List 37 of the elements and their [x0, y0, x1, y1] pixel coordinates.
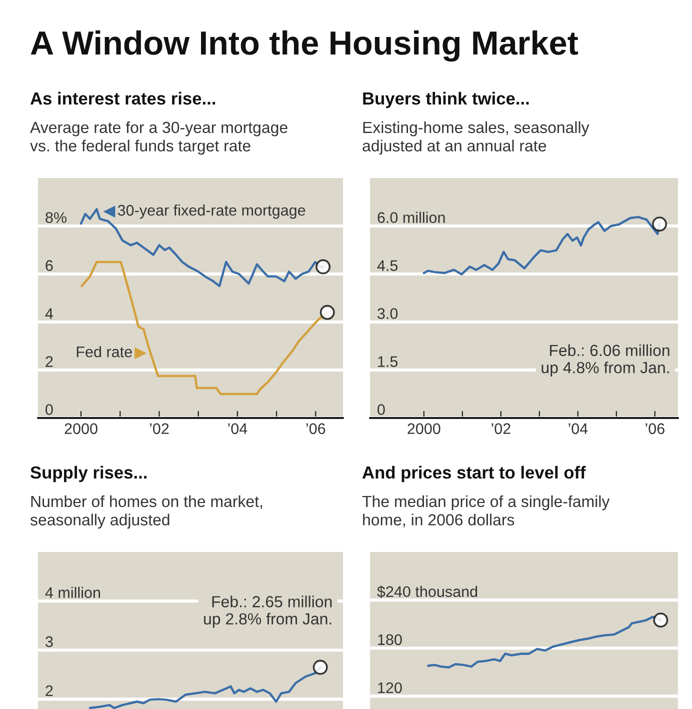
y-tick-label: 4 [45, 308, 53, 319]
x-tick-label: ’06 [646, 423, 664, 434]
y-tick-label: 120 [378, 682, 402, 694]
x-tick-label: ’04 [228, 423, 248, 434]
y-tick-label: 6 [46, 260, 53, 271]
x-tick-label: 2000 [408, 423, 440, 434]
text: A Window Into the Housing Market [30, 30, 578, 62]
chart-subtitle: The median price of a single-family home, in 2006 dollars [362, 495, 610, 528]
x-tick-label: ’04 [568, 423, 588, 434]
chart-title: Buyers think twice... [363, 92, 529, 108]
x-tick-label: ’02 [150, 423, 169, 434]
y-tick-label: 0 [378, 404, 385, 415]
chart-title: Supply rises... [30, 466, 147, 482]
y-tick-label: 2 [46, 685, 53, 696]
y-tick-label: 180 [378, 634, 402, 646]
y-tick-label: 3 [46, 636, 53, 648]
legend-label: 30-year fixed-rate mortgage [118, 204, 306, 219]
y-tick-label: 3.0 [378, 308, 398, 319]
y-tick-label: 1.5 [378, 356, 398, 367]
y-tick-label: 8% [46, 212, 66, 223]
annotation: Feb.: 6.06 million up 4.8% from Jan. [542, 344, 670, 376]
y-tick-label: 0 [46, 404, 53, 415]
annotation: Feb.: 2.65 million up 2.8% from Jan. [204, 596, 332, 628]
series-label: Fed rate [76, 346, 132, 358]
y-tick-label: 6.0 million [378, 212, 445, 223]
chart-title: As interest rates rise... [30, 92, 216, 105]
x-tick-label: ’02 [492, 423, 510, 434]
chart-title: And prices start to level off [362, 466, 586, 482]
y-tick-label: 4 million [45, 586, 100, 598]
chart-subtitle: Average rate for a 30-year mortgage vs. the federal funds target rate [30, 121, 288, 155]
chart-subtitle: Number of homes on the market, seasonally adjusted [30, 495, 262, 529]
y-tick-label: $240 thousand [377, 586, 478, 598]
x-tick-label: 2000 [64, 423, 98, 434]
y-tick-label: 2 [46, 356, 53, 367]
x-tick-label: ’06 [306, 423, 326, 434]
chart-subtitle: Existing-home sales, seasonally adjusted at an annual rate [362, 121, 590, 155]
y-tick-label: 4.5 [377, 260, 398, 271]
